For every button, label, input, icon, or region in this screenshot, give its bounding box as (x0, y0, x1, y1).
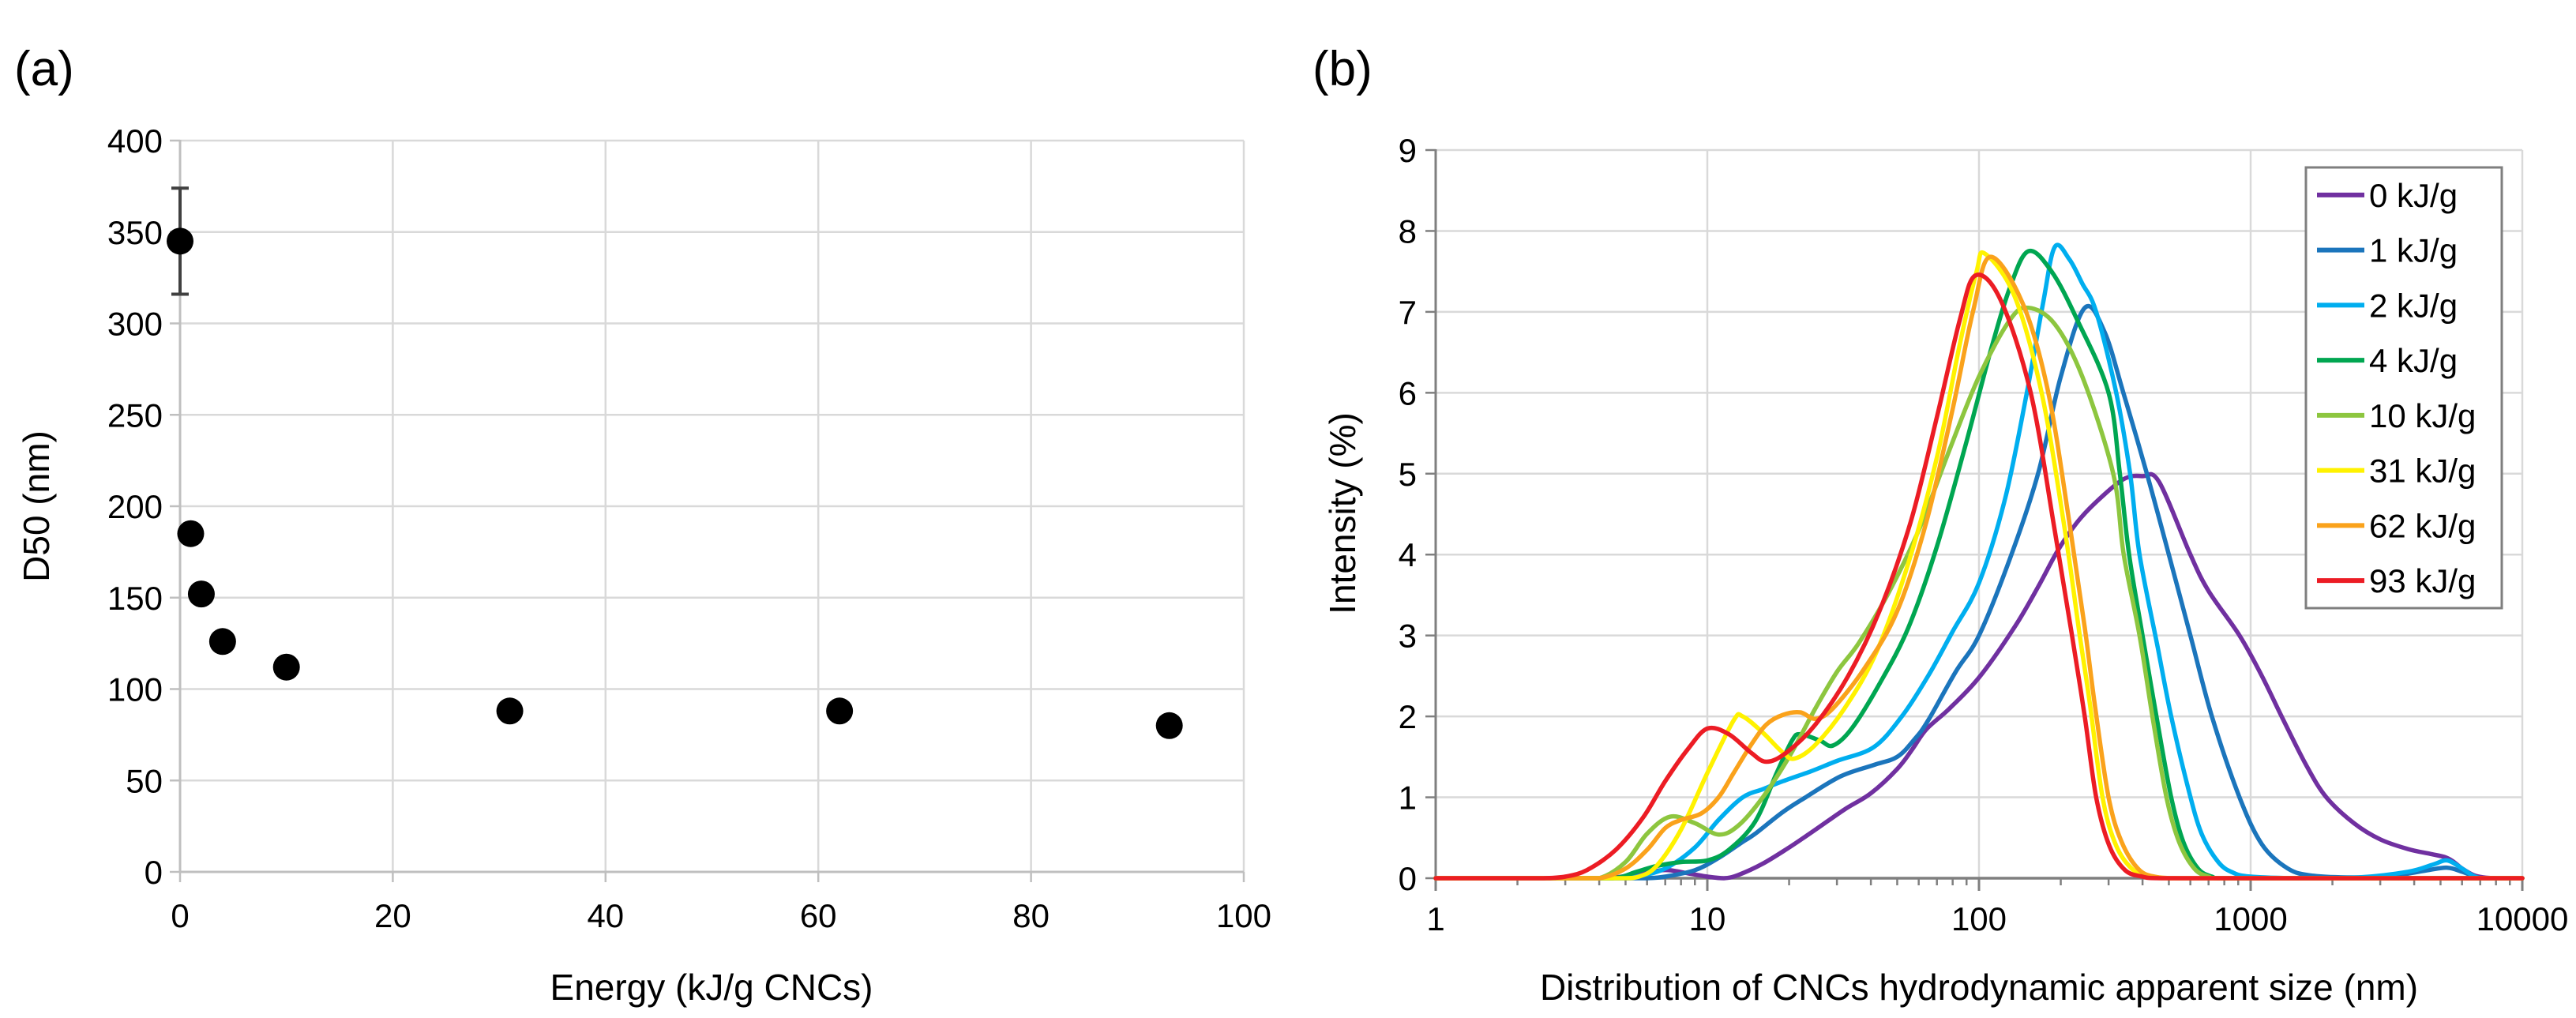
x-tick-label: 80 (1012, 897, 1050, 934)
legend-item-label: 0 kJ/g (2369, 177, 2458, 214)
scatter-point (272, 653, 300, 681)
scatter-point (496, 697, 524, 725)
y-tick-label: 9 (1399, 132, 1417, 169)
panel-b-y-axis-title: Intensity (%) (1322, 412, 1363, 614)
scatter-point (177, 520, 205, 547)
x-tick-label: 60 (800, 897, 837, 934)
x-tick-label: 100 (1951, 900, 2007, 937)
legend-item-label: 93 kJ/g (2369, 562, 2476, 599)
y-tick-label: 100 (107, 671, 163, 708)
panel-a-gridlines (180, 139, 1245, 872)
x-tick-label: 10 (1689, 900, 1726, 937)
y-tick-label: 300 (107, 306, 163, 343)
scatter-point (167, 227, 193, 255)
scatter-point (826, 697, 854, 725)
series-line-3 (1433, 248, 2525, 881)
legend-item-label: 31 kJ/g (2369, 453, 2476, 490)
y-tick-label: 4 (1399, 536, 1417, 573)
y-tick-label: 150 (107, 580, 163, 617)
x-tick-label: 10000 (2476, 900, 2569, 937)
series-line-7 (1433, 272, 2525, 881)
x-tick-label: 1 (1426, 900, 1444, 937)
panel-a-x-axis-title: Energy (kJ/g CNCs) (550, 967, 873, 1008)
y-tick-label: 250 (107, 396, 163, 434)
x-tick-label: 0 (171, 897, 189, 934)
legend-item-label: 10 kJ/g (2369, 397, 2476, 434)
y-tick-label: 50 (126, 762, 163, 799)
scatter-point (187, 580, 215, 608)
y-tick-label: 350 (107, 214, 163, 251)
scatter-point (208, 628, 236, 656)
x-tick-label: 20 (374, 897, 411, 934)
legend-item-label: 1 kJ/g (2369, 232, 2458, 269)
panel-a-y-axis-title: D50 (nm) (16, 430, 57, 582)
panel-b-x-axis-title: Distribution of CNCs hydrodynamic appare… (1540, 967, 2418, 1008)
y-tick-label: 8 (1399, 212, 1417, 250)
series-line-4 (1433, 305, 2525, 881)
y-tick-label: 1 (1399, 779, 1417, 817)
series-line-6 (1433, 254, 2525, 881)
legend-item-label: 4 kJ/g (2369, 342, 2458, 379)
x-tick-label: 40 (587, 897, 624, 934)
panel-a-scatter-chart: (a) 0 50 100 150 200 250 300 350 400 0 20 40 60 80 100… (14, 42, 1271, 1008)
panel-b-legend: 0 kJ/g 1 kJ/g 2 kJ/g 4 kJ/g 10 kJ/g 31 kJ/g 62… (2304, 166, 2503, 610)
y-tick-label: 5 (1399, 456, 1417, 493)
legend-box (2304, 166, 2503, 610)
panel-b-series-curves (1433, 242, 2525, 881)
scatter-point (1155, 712, 1183, 739)
panel-a-axes (170, 139, 1245, 882)
y-tick-label: 7 (1399, 294, 1417, 331)
y-tick-label: 0 (1399, 860, 1417, 897)
panel-a-tick-labels: 0 50 100 150 200 250 300 350 400 0 20 40 60 80 100 (107, 122, 1271, 934)
y-tick-label: 400 (107, 122, 163, 160)
panel-a-label: (a) (14, 42, 74, 96)
y-tick-label: 200 (107, 488, 163, 525)
panel-a-data-points (167, 227, 1183, 739)
legend-item-label: 2 kJ/g (2369, 287, 2458, 324)
y-tick-label: 3 (1399, 618, 1417, 655)
x-tick-label: 100 (1216, 897, 1271, 934)
series-line-5 (1433, 250, 2525, 881)
legend-item-label: 62 kJ/g (2369, 507, 2476, 544)
y-tick-label: 2 (1399, 698, 1417, 735)
panel-b-label: (b) (1312, 42, 1372, 96)
y-tick-label: 6 (1399, 374, 1417, 411)
x-tick-label: 1000 (2214, 900, 2287, 937)
y-tick-label: 0 (145, 854, 163, 891)
